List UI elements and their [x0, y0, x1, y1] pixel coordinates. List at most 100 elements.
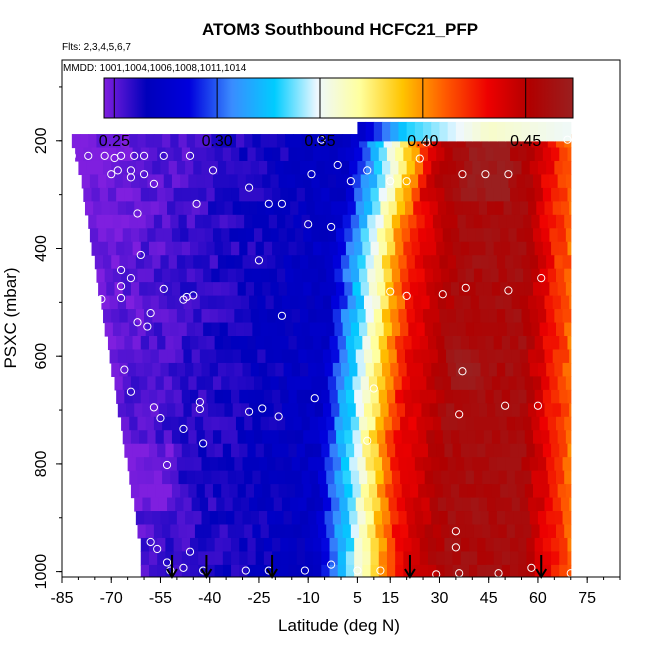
heatmap-cell: [444, 187, 454, 202]
heatmap-cell: [147, 282, 157, 297]
heatmap-cell: [395, 187, 404, 202]
heatmap-cell: [496, 511, 506, 526]
heatmap-cell: [196, 376, 206, 391]
sample-marker: [504, 286, 513, 295]
heatmap-cell: [377, 376, 386, 391]
heatmap-cell: [382, 457, 391, 472]
heatmap-cell: [153, 524, 163, 539]
heatmap-cell: [283, 160, 293, 176]
heatmap-cell: [283, 255, 293, 270]
sample-marker: [277, 199, 287, 208]
heatmap-cell: [152, 255, 162, 270]
heatmap-cell: [483, 228, 493, 243]
heatmap-cell: [529, 362, 539, 377]
heatmap-cell: [126, 201, 135, 216]
heatmap-cell: [360, 228, 370, 243]
heatmap-cell: [555, 416, 565, 431]
heatmap-cell: [498, 470, 508, 485]
heatmap-cell: [395, 241, 404, 256]
heatmap-cell: [222, 537, 232, 553]
heatmap-cell: [483, 430, 493, 445]
heatmap-cell: [352, 484, 362, 499]
heatmap-cell: [518, 147, 528, 162]
heatmap-cell: [426, 282, 436, 297]
heatmap-cell: [495, 201, 505, 216]
heatmap-cell: [382, 362, 391, 377]
heatmap-cell: [475, 376, 485, 391]
heatmap-cell: [526, 147, 536, 162]
heatmap-cell: [91, 187, 101, 202]
heatmap-cell: [505, 255, 514, 270]
heatmap-cell: [447, 255, 457, 270]
heatmap-cell: [562, 511, 572, 526]
heatmap-cell: [523, 268, 532, 283]
heatmap-cell: [454, 295, 464, 310]
heatmap-cell: [544, 295, 554, 310]
heatmap-cell: [419, 443, 429, 458]
heatmap-cell: [224, 403, 234, 418]
heatmap-cell: [403, 537, 413, 553]
heatmap-cell: [470, 295, 480, 310]
heatmap-cell: [460, 147, 470, 162]
heatmap-cell: [439, 362, 449, 377]
heatmap-cell: [506, 322, 516, 337]
heatmap-cell: [491, 174, 501, 189]
heatmap-cell: [341, 309, 350, 324]
heatmap-cell: [411, 537, 421, 553]
heatmap-cell: [395, 336, 404, 351]
heatmap-cell: [469, 147, 478, 162]
heatmap-cell: [129, 134, 139, 149]
heatmap-cell: [295, 174, 304, 189]
heatmap-cell: [450, 174, 460, 189]
heatmap-cell: [501, 389, 511, 404]
heatmap-cell: [513, 457, 523, 472]
heatmap-cell: [257, 295, 267, 310]
heatmap-cell: [480, 255, 490, 270]
heatmap-cell: [439, 309, 449, 324]
heatmap-cell: [170, 322, 180, 337]
heatmap-cell: [316, 511, 326, 526]
heatmap-top-strip-cell: [505, 121, 514, 142]
heatmap-cell: [344, 430, 354, 445]
heatmap-cell: [444, 147, 454, 162]
heatmap-cell: [293, 268, 303, 283]
heatmap-cell: [229, 174, 239, 189]
heatmap-cell: [411, 241, 421, 256]
heatmap-cell: [490, 322, 500, 337]
heatmap-cell: [424, 322, 434, 337]
heatmap-cell: [377, 484, 386, 499]
heatmap-cell: [560, 497, 570, 512]
heatmap-cell: [203, 322, 212, 337]
heatmap-cell: [487, 349, 496, 364]
heatmap-cell: [547, 322, 557, 337]
heatmap-cell: [130, 174, 140, 189]
heatmap-cell: [388, 201, 398, 216]
heatmap-cell: [414, 511, 424, 526]
heatmap-cell: [460, 443, 470, 458]
heatmap-cell: [165, 537, 175, 553]
heatmap-cell: [117, 403, 127, 418]
heatmap-cell: [401, 376, 411, 391]
heatmap-cell: [121, 214, 130, 229]
heatmap-cell: [112, 134, 122, 149]
heatmap-cell: [199, 497, 209, 512]
heatmap-cell: [510, 389, 519, 404]
heatmap-cell: [132, 187, 142, 202]
heatmap-cell: [482, 470, 491, 485]
heatmap-cell: [130, 430, 140, 445]
heatmap-cell: [521, 160, 531, 176]
heatmap-cell: [493, 537, 503, 553]
heatmap-cell: [367, 416, 377, 431]
x-tick-label-10: 60: [529, 590, 547, 607]
heatmap-cell: [313, 443, 322, 458]
heatmap-cell: [395, 551, 404, 566]
heatmap-cell: [237, 430, 247, 445]
heatmap-cell: [539, 524, 549, 539]
heatmap-top-strip-cell: [537, 121, 547, 142]
heatmap-cell: [139, 228, 148, 243]
heatmap-cell: [147, 484, 157, 499]
heatmap-cell: [347, 201, 357, 216]
heatmap-cell: [122, 282, 132, 297]
chart-title: ATOM3 Southbound HCFC21_PFP: [202, 20, 478, 39]
heatmap-cell: [206, 551, 216, 566]
